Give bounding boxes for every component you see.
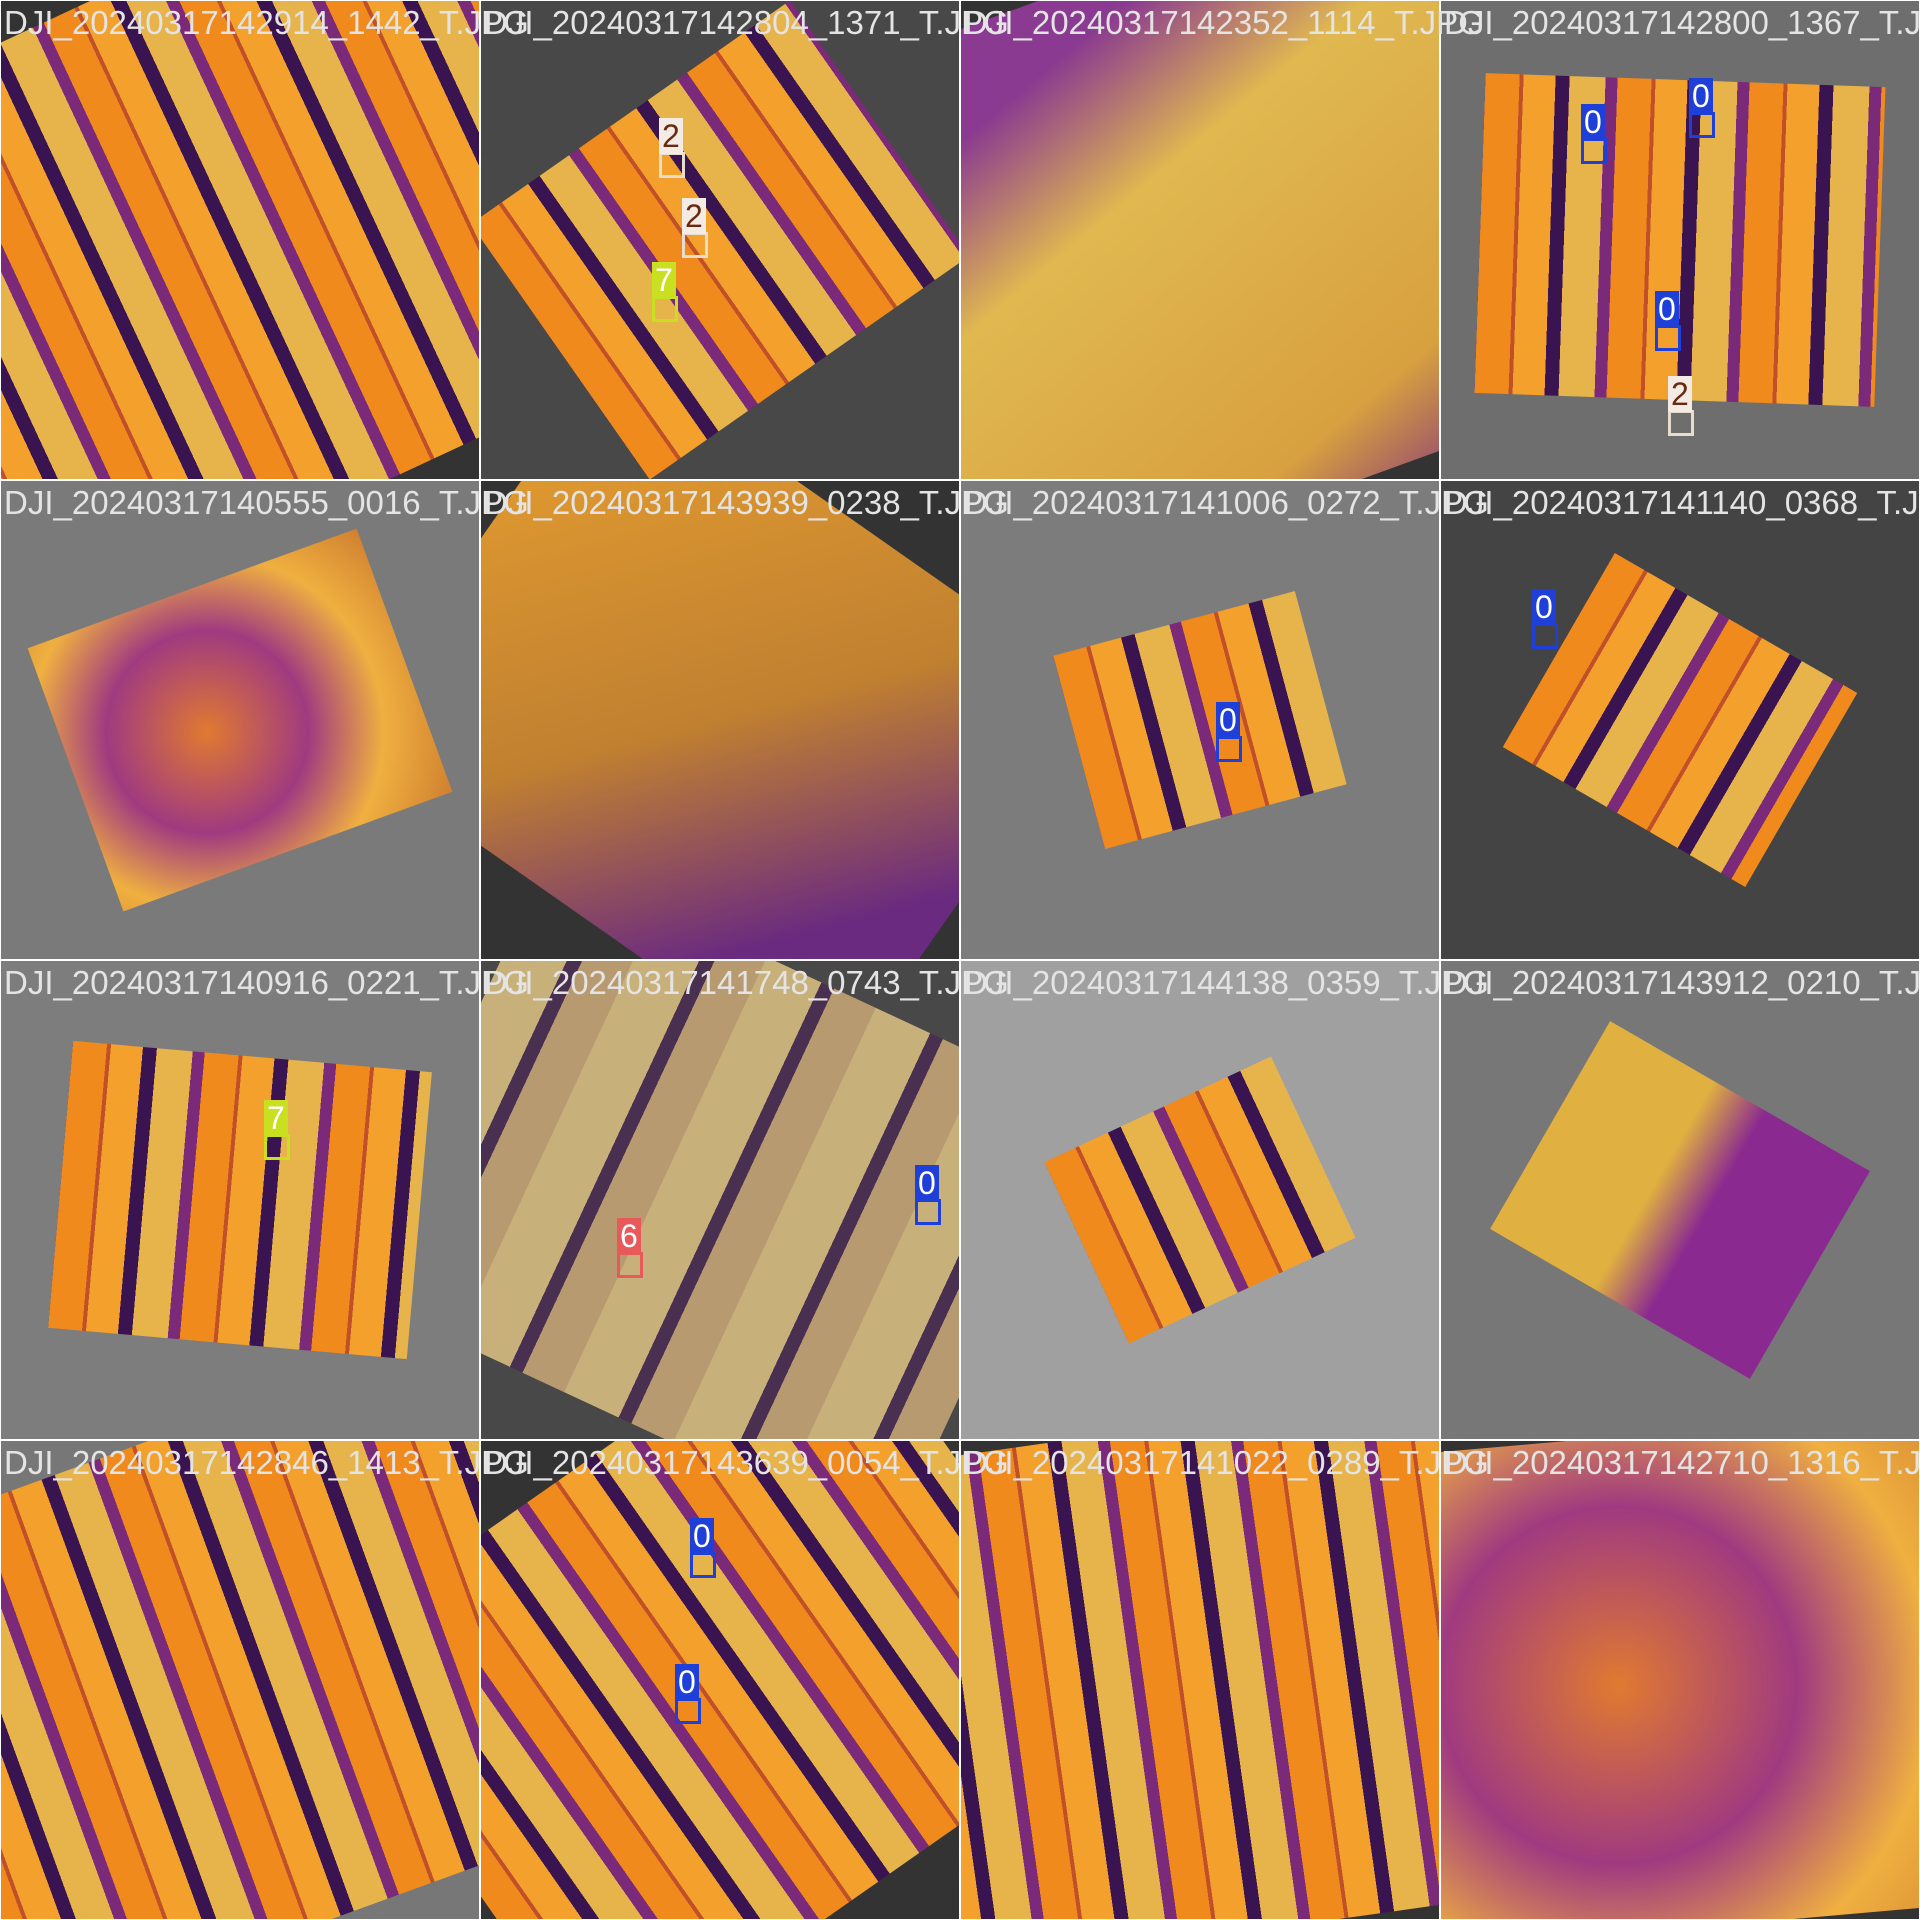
class-label: 2 (682, 198, 706, 234)
image-tile (0, 0, 480, 480)
bounding-box (617, 1252, 643, 1278)
class-label: 0 (690, 1518, 714, 1554)
image-tile (960, 0, 1440, 480)
thermal-image (1474, 73, 1886, 407)
file-name: DJI_20240317143912_0210_T.JPG (1444, 964, 1920, 1001)
bounding-box (1655, 325, 1681, 351)
image-tile (480, 960, 960, 1440)
bounding-box (659, 152, 685, 178)
image-tile (480, 0, 960, 480)
class-label: 0 (1689, 78, 1713, 114)
bounding-box (1581, 138, 1607, 164)
thermal-image (961, 1, 1439, 479)
image-tile (1440, 1440, 1920, 1920)
thermal-image (1, 1, 479, 479)
file-name: DJI_20240317142914_1442_T.JPG (4, 4, 529, 41)
bounding-box (1216, 736, 1242, 762)
thermal-image (961, 1441, 1439, 1919)
bounding-box (690, 1552, 716, 1578)
thermal-image (48, 1040, 432, 1360)
image-tile (0, 1440, 480, 1920)
bounding-box (1668, 410, 1694, 436)
class-label: 7 (652, 262, 676, 298)
image-tile (480, 480, 960, 960)
image-tile (0, 960, 480, 1440)
file-name: DJI_20240317141022_0289_T.JPG (964, 1444, 1489, 1481)
class-label: 2 (659, 118, 683, 154)
class-label: 0 (915, 1165, 939, 1201)
file-name: DJI_20240317142846_1413_T.JPG (4, 1444, 529, 1481)
bounding-box (915, 1199, 941, 1225)
bounding-box (264, 1134, 290, 1160)
thermal-image (1, 1441, 479, 1919)
image-tile (960, 1440, 1440, 1920)
file-name: DJI_20240317141006_0272_T.JPG (964, 484, 1489, 521)
thermal-image (481, 961, 959, 1439)
class-label: 0 (1532, 589, 1556, 625)
file-name: DJI_20240317142804_1371_T.JPG (484, 4, 1009, 41)
class-label: 6 (617, 1218, 641, 1254)
image-tile (480, 1440, 960, 1920)
class-label: 0 (1216, 702, 1240, 738)
thermal-image (1053, 591, 1347, 849)
bounding-box (1532, 623, 1558, 649)
thermal-image (481, 1441, 959, 1919)
image-tile (960, 960, 1440, 1440)
thermal-image (1441, 1441, 1919, 1919)
image-tile (1440, 960, 1920, 1440)
class-label: 0 (1581, 104, 1605, 140)
file-name: DJI_20240317143639_0054_T.JPG (484, 1444, 1009, 1481)
thermal-image (1044, 1056, 1356, 1344)
thermal-image (1502, 553, 1858, 887)
image-tile (0, 480, 480, 960)
file-name: DJI_20240317144138_0359_T.JPG (964, 964, 1489, 1001)
bounding-box (682, 232, 708, 258)
class-label: 2 (1668, 376, 1692, 412)
thermal-image (1490, 1021, 1870, 1379)
image-tile (1440, 480, 1920, 960)
thermal-image (27, 528, 453, 912)
file-name: DJI_20240317143939_0238_T.JPG (484, 484, 1009, 521)
file-name: DJI_20240317140555_0016_T.JPG (4, 484, 529, 521)
class-label: 7 (264, 1100, 288, 1136)
file-name: DJI_20240317142710_1316_T.JPG (1444, 1444, 1920, 1481)
bounding-box (652, 296, 678, 322)
file-name: DJI_20240317140916_0221_T.JPG (4, 964, 529, 1001)
thermal-image (481, 1, 959, 479)
file-name: DJI_20240317142352_1114_T.JPG (964, 4, 1484, 41)
bounding-box (1689, 112, 1715, 138)
thermal-image (481, 481, 959, 959)
class-label: 0 (675, 1664, 699, 1700)
bounding-box (675, 1698, 701, 1724)
file-name: DJI_20240317141748_0743_T.JPG (484, 964, 1009, 1001)
file-name: DJI_20240317141140_0368_T.JPG (1444, 484, 1920, 521)
image-tile (960, 480, 1440, 960)
file-name: DJI_20240317142800_1367_T.JPG (1444, 4, 1920, 41)
class-label: 0 (1655, 291, 1679, 327)
